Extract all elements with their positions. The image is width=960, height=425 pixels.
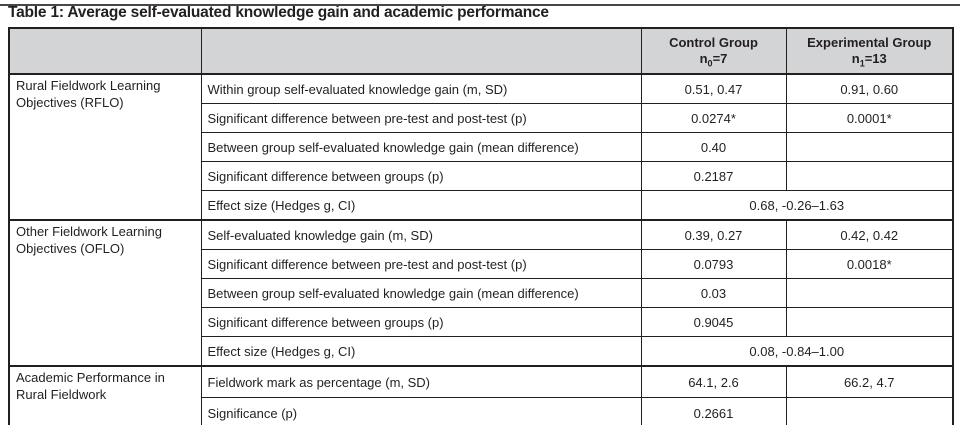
control-value-cell: 0.2187	[640, 161, 787, 191]
group-label-rflo: Rural Fieldwork Learning Objectives (RFL…	[8, 73, 202, 221]
results-table: Control Group n0=7 Experimental Group n1…	[8, 27, 954, 425]
experimental-value-cell: 0.0001*	[785, 103, 954, 133]
measure-cell: Between group self-evaluated knowledge g…	[200, 132, 642, 162]
group-label-oflo: Other Fieldwork Learning Objectives (OFL…	[8, 219, 202, 367]
control-group-label: Control Group	[669, 34, 758, 50]
table-row: Academic Performance in Rural Fieldwork …	[8, 365, 954, 425]
measure-cell: Significance (p)	[200, 397, 642, 425]
experimental-value-cell: 0.42, 0.42	[785, 219, 954, 250]
measure-cell: Between group self-evaluated knowledge g…	[200, 278, 642, 308]
control-value-cell: 0.40	[640, 132, 787, 162]
measure-cell: Effect size (Hedges g, CI)	[200, 336, 642, 367]
experimental-group-label: Experimental Group	[807, 34, 932, 50]
table-row: Significant difference between groups (p…	[9, 161, 954, 191]
measure-cell: Significant difference between pre-test …	[200, 249, 642, 279]
merged-value-cell: 0.08, -0.84–1.00	[640, 336, 954, 367]
page: Table 1: Average self-evaluated knowledg…	[0, 4, 960, 425]
control-value-cell: 64.1, 2.6	[640, 365, 787, 398]
table-row: Between group self-evaluated knowledge g…	[9, 132, 954, 162]
header-cell-empty-measure	[200, 27, 642, 75]
page-top-rule	[0, 4, 960, 6]
header-cell-control-group: Control Group n0=7	[640, 27, 787, 75]
control-value-cell: 0.0274*	[640, 103, 787, 133]
table-row: Rural Fieldwork Learning Objectives (RFL…	[8, 73, 954, 221]
experimental-value-cell: 0.91, 0.60	[785, 73, 954, 104]
table-row: Significant difference between pre-test …	[9, 103, 954, 133]
control-group-n: n0=7	[699, 51, 728, 69]
experimental-value-cell	[785, 278, 954, 308]
experimental-value-cell	[785, 161, 954, 191]
experimental-value-cell: 66.2, 4.7	[785, 365, 954, 398]
table-row: Effect size (Hedges g, CI) 0.68, -0.26–1…	[9, 190, 954, 221]
measure-cell: Within group self-evaluated knowledge ga…	[200, 73, 642, 104]
merged-value-cell: 0.68, -0.26–1.63	[640, 190, 954, 221]
control-value-cell: 0.9045	[640, 307, 787, 337]
experimental-value-cell	[785, 397, 954, 425]
table-row: Significant difference between groups (p…	[9, 307, 954, 337]
measure-cell: Self-evaluated knowledge gain (m, SD)	[200, 219, 642, 250]
measure-cell: Effect size (Hedges g, CI)	[200, 190, 642, 221]
table-title: Table 1: Average self-evaluated knowledg…	[8, 4, 549, 21]
experimental-value-cell: 0.0018*	[785, 249, 954, 279]
measure-cell: Significant difference between pre-test …	[200, 103, 642, 133]
measure-cell: Fieldwork mark as percentage (m, SD)	[200, 365, 642, 398]
experimental-value-cell	[785, 132, 954, 162]
measure-cell: Significant difference between groups (p…	[200, 161, 642, 191]
control-value-cell: 0.51, 0.47	[640, 73, 787, 104]
control-value-cell: 0.03	[640, 278, 787, 308]
measure-cell: Significant difference between groups (p…	[200, 307, 642, 337]
experimental-value-cell	[785, 307, 954, 337]
group-label-academic: Academic Performance in Rural Fieldwork	[8, 365, 202, 425]
control-value-cell: 0.39, 0.27	[640, 219, 787, 250]
experimental-group-n: n1=13	[851, 51, 887, 69]
header-cell-empty-group	[8, 27, 202, 75]
table-row: Other Fieldwork Learning Objectives (OFL…	[8, 219, 954, 367]
header-row: Control Group n0=7 Experimental Group n1…	[8, 27, 954, 75]
header-cell-experimental-group: Experimental Group n1=13	[785, 27, 954, 75]
table-row: Significant difference between pre-test …	[9, 249, 954, 279]
table-row: Between group self-evaluated knowledge g…	[9, 278, 954, 308]
table-row: Significance (p) 0.2661	[9, 397, 954, 425]
table-row: Effect size (Hedges g, CI) 0.08, -0.84–1…	[9, 336, 954, 367]
control-value-cell: 0.0793	[640, 249, 787, 279]
control-value-cell: 0.2661	[640, 397, 787, 425]
